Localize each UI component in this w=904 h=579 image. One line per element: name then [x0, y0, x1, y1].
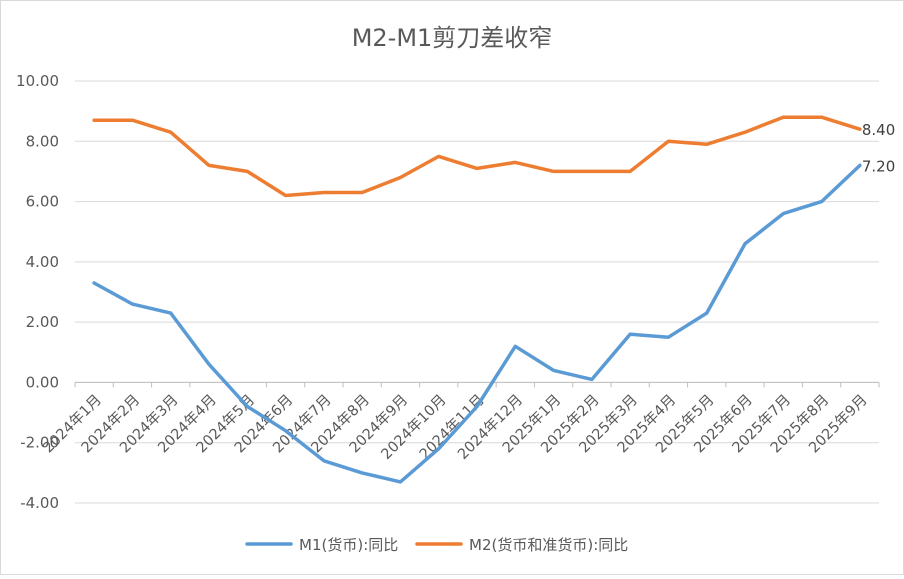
legend: M1(货币):同比 M2(货币和准货币):同比	[245, 536, 628, 554]
data-label: 7.20	[862, 157, 895, 175]
x-axis-ticks: 2024年1月2024年2月2024年3月2024年4月2024年5月2024年…	[40, 391, 871, 463]
series-line-m2	[92, 115, 862, 198]
chart-title: M2-M1剪刀差收窄	[352, 24, 553, 52]
y-tick-label: -4.00	[20, 494, 59, 512]
y-tick-label: -2.00	[20, 434, 59, 452]
y-tick-label: 6.00	[26, 193, 59, 211]
y-tick-label: 10.00	[16, 72, 59, 90]
legend-label-m1: M1(货币):同比	[299, 536, 398, 554]
y-tick-label: 8.00	[26, 132, 59, 150]
y-tick-label: 0.00	[26, 373, 59, 391]
x-axis	[74, 381, 880, 388]
y-tick-label: 2.00	[26, 313, 59, 331]
series-line-m1	[92, 163, 862, 484]
data-label: 8.40	[862, 121, 895, 139]
series-lines	[92, 115, 862, 484]
data-labels: 7.20 8.40	[862, 121, 895, 175]
y-tick-label: 4.00	[26, 253, 59, 271]
legend-label-m2: M2(货币和准货币):同比	[469, 536, 628, 554]
y-axis-ticks: -4.00 -2.00 0.00 2.00 4.00 6.00 8.00 10.00	[16, 72, 59, 512]
